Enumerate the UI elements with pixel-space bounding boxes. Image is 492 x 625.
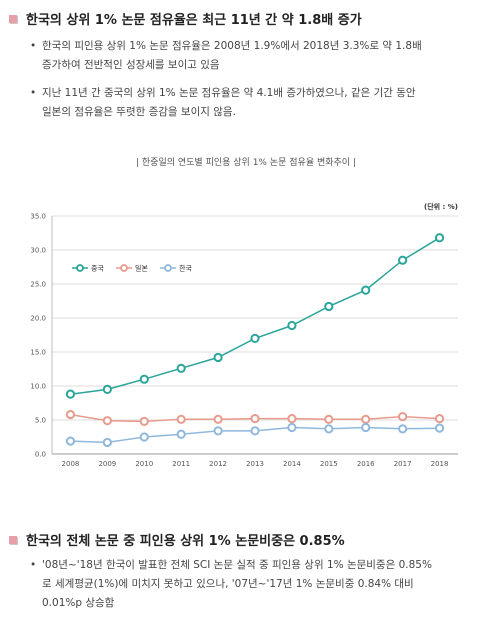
series-line [70, 237, 440, 395]
data-point [102, 437, 112, 448]
x-tick-label: 2015 [320, 460, 338, 468]
data-point [213, 426, 223, 436]
x-tick-label: 2014 [283, 460, 301, 468]
y-axis: 0.0 5.0 10.0 15.0 20.0 25.0 30.0 35.0 [30, 213, 53, 459]
data-point [398, 255, 408, 265]
data-point [361, 414, 371, 424]
data-point [250, 333, 260, 343]
bullet-line: 로 세계평균(1%)에 미치지 못하고 있으나, '07년~'17년 1% 논문… [42, 578, 414, 590]
legend: 중국 일본 한국 [72, 264, 192, 273]
data-point [398, 412, 408, 422]
x-tick-label: 2009 [98, 460, 116, 468]
data-point [361, 285, 371, 295]
y-tick-label: 20.0 [30, 315, 46, 323]
legend-label: 한국 [179, 265, 192, 273]
y-tick-label: 30.0 [30, 247, 46, 255]
y-tick-label: 5.0 [35, 417, 46, 425]
data-point [102, 384, 112, 394]
y-tick-label: 0.0 [35, 451, 46, 459]
bullet-line: 한국의 피인용 상위 1% 논문 점유율은 2008년 1.9%에서 2018년… [42, 40, 422, 52]
bullet-line: '08년~'18년 한국이 발표한 전체 SCI 논문 실적 중 피인용 상위 … [42, 559, 432, 571]
square-bullet-icon [9, 14, 17, 23]
y-tick-label: 35.0 [30, 213, 46, 221]
legend-marker [164, 264, 172, 272]
y-tick-label: 25.0 [30, 281, 46, 289]
data-point [324, 424, 334, 434]
data-point [139, 374, 149, 384]
legend-label: 중국 [91, 265, 104, 273]
data-point [434, 414, 445, 424]
data-point [434, 423, 445, 433]
data-point [324, 414, 334, 424]
x-axis: 2008 2009 2010 2011 2012 2013 2014 2015 2016 2017… [62, 460, 449, 468]
data-point [65, 409, 76, 420]
chart-caption: | 한중일의 연도별 피인용 상위 1% 논문 점유율 변화추이 | [136, 158, 356, 168]
data-point [176, 363, 186, 373]
legend-marker [76, 264, 84, 272]
y-tick-label: 10.0 [30, 383, 46, 391]
data-point [102, 416, 112, 426]
data-point [250, 414, 260, 424]
x-tick-label: 2011 [172, 460, 190, 468]
data-point [287, 414, 297, 424]
section-1-title: 한국의 상위 1% 논문 점유율은 최근 11년 간 약 1.8배 증가 [9, 9, 362, 28]
bullet-line: 0.01%p 상승함 [42, 597, 115, 609]
data-point [139, 416, 149, 426]
bullet-line: 지난 11년 간 중국의 상위 1% 논문 점유율은 약 4.1배 증가하였으나… [42, 87, 416, 99]
square-bullet-icon [9, 535, 17, 544]
bullet-dot-icon: • [30, 559, 37, 571]
y-tick-label: 15.0 [30, 349, 46, 357]
data-point [139, 432, 149, 442]
x-tick-label: 2016 [357, 460, 375, 468]
data-point [176, 414, 186, 424]
section-2-title: 한국의 전체 논문 중 피인용 상위 1% 논문비중은 0.85% [9, 530, 345, 549]
data-point [213, 352, 223, 363]
bullet-line: 일본의 점유율은 뚜렷한 증감을 보이지 않음. [42, 106, 236, 118]
series-group [65, 233, 445, 448]
data-point [287, 422, 297, 433]
data-point [287, 320, 297, 331]
section-1-bullet-1: • 한국의 피인용 상위 1% 논문 점유율은 2008년 1.9%에서 201… [30, 37, 482, 75]
line-chart: (단위 : %) 0.05.010.015.020.025.030.035.0 … [30, 202, 458, 468]
data-point [398, 424, 408, 434]
section-1-bullet-2: • 지난 11년 간 중국의 상위 1% 논문 점유율은 약 4.1배 증가하였… [30, 84, 482, 122]
section-2-bullet-1: • '08년~'18년 한국이 발표한 전체 SCI 논문 실적 중 피인용 상… [30, 556, 482, 613]
unit-label: (단위 : %) [424, 202, 458, 211]
data-point [434, 233, 445, 243]
data-point [65, 436, 76, 446]
x-tick-label: 2018 [431, 460, 449, 468]
data-point [65, 389, 76, 399]
x-tick-label: 2017 [394, 460, 412, 468]
bullet-line: 증가하여 전반적인 성장세를 보이고 있음 [42, 59, 220, 71]
bullet-dot-icon: • [30, 87, 37, 99]
section-2-title-text: 한국의 전체 논문 중 피인용 상위 1% 논문비중은 0.85% [26, 534, 345, 549]
data-point [324, 301, 334, 312]
legend-marker [120, 264, 128, 272]
x-tick-label: 2010 [135, 460, 153, 468]
legend-label: 일본 [135, 264, 148, 273]
data-point [213, 414, 223, 424]
section-1-title-text: 한국의 상위 1% 논문 점유율은 최근 11년 간 약 1.8배 증가 [26, 13, 362, 28]
x-tick-label: 2013 [246, 460, 264, 468]
x-tick-label: 2008 [62, 460, 80, 468]
data-point [361, 422, 371, 433]
x-tick-label: 2012 [209, 460, 227, 468]
data-point [250, 426, 260, 436]
bullet-dot-icon: • [30, 40, 37, 52]
data-point [176, 429, 186, 439]
